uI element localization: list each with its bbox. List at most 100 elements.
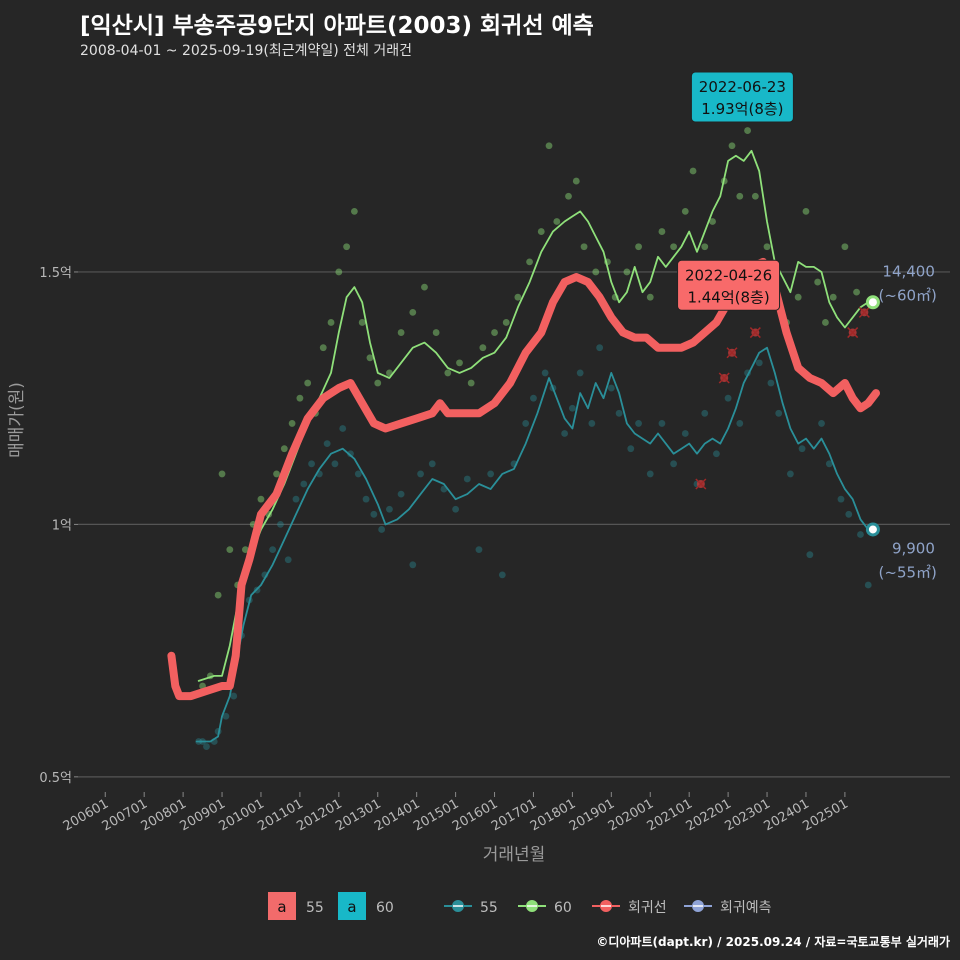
scatter-60-point-6 <box>241 546 249 554</box>
annotation-box-0 <box>690 71 794 123</box>
scatter-60-point-68 <box>841 243 849 251</box>
y-tick-label-1: 1억 <box>52 518 72 533</box>
scatter-55-point-64 <box>786 470 794 478</box>
legend-fill-label-0: 55 <box>306 900 324 916</box>
scatter-55-point-2 <box>203 743 210 750</box>
scatter-55-point-15 <box>300 480 308 488</box>
scatter-55-point-34 <box>475 546 483 554</box>
scatter-55-point-12 <box>277 521 284 528</box>
scatter-55-point-65 <box>798 445 806 453</box>
scatter-60-point-39 <box>553 218 561 225</box>
scatter-55-point-19 <box>331 460 339 468</box>
scatter-55-point-42 <box>561 430 569 437</box>
scatter-55-point-58 <box>724 394 732 402</box>
scatter-60-point-49 <box>658 228 666 235</box>
scatter-55-point-32 <box>452 505 460 513</box>
legend-fill-glyph-0: a <box>277 898 286 916</box>
scatter-60-point-20 <box>350 207 358 215</box>
scatter-60-point-10 <box>273 470 280 478</box>
scatter-60-point-2 <box>214 591 222 599</box>
scatter-60-point-14 <box>304 379 312 387</box>
scatter-55-point-21 <box>347 450 354 458</box>
scatter-55-point-16 <box>308 460 315 468</box>
predict-mark-5 <box>858 306 870 318</box>
scatter-55-point-6 <box>230 692 238 700</box>
annotation-date-1: 2022-04-26 <box>685 266 772 284</box>
scatter-60-point-41 <box>572 177 580 185</box>
scatter-55-point-61 <box>755 359 763 367</box>
scatter-60-point-52 <box>689 167 697 175</box>
scatter-60-point-35 <box>514 293 522 301</box>
scatter-55-point-52 <box>658 420 666 427</box>
footer-credit: ©디아파트(dapt.kr) / 2025.09.24 / 자료=국토교통부 실… <box>596 935 950 949</box>
predict-mark-3 <box>749 327 761 339</box>
x-axis-label: 거래년월 <box>483 845 546 865</box>
scatter-55-point-45 <box>588 420 596 427</box>
scatter-55-point-46 <box>596 344 604 352</box>
scatter-55-point-62 <box>767 379 775 387</box>
scatter-55-point-36 <box>498 571 506 579</box>
scatter-60-point-3 <box>218 470 226 478</box>
scatter-55-point-69 <box>837 495 845 503</box>
scatter-60-point-53 <box>701 243 709 251</box>
scatter-60-point-26 <box>409 308 417 316</box>
scatter-55-point-67 <box>818 420 825 427</box>
scatter-60-point-40 <box>565 192 572 200</box>
scatter-55-point-70 <box>845 510 853 518</box>
scatter-55-point-53 <box>670 460 678 468</box>
series-lines <box>167 149 880 743</box>
scatter-60-point-29 <box>444 369 452 377</box>
scatter-55-point-39 <box>530 394 537 402</box>
scatter-55-point-18 <box>323 440 331 448</box>
scatter-60-point-57 <box>736 192 744 200</box>
scatter-55-point-30 <box>428 460 436 468</box>
predict-mark-0 <box>695 478 707 490</box>
scatter-60-point-17 <box>327 319 335 326</box>
scatter-55-point-28 <box>409 561 417 569</box>
legend: a 55 a 60 55 60 회귀선 회귀예측 <box>268 892 772 920</box>
end-point-s55 <box>865 522 880 537</box>
scatter-60-point-25 <box>397 329 405 336</box>
scatter-55-point-51 <box>646 470 654 478</box>
scatter-60-point-16 <box>319 344 327 352</box>
page-subtitle: 2008-04-01 ~ 2025-09-19(최근계약일) 전체 거래건 <box>80 43 412 59</box>
series-line-s55 <box>195 346 874 743</box>
annotation-value-1: 1.44억(8층) <box>687 288 769 306</box>
scatter-55-point-26 <box>386 505 393 513</box>
annotations: 14,400 (~60㎡) 9,900 (~55㎡) 2022-06-23 1.93억(8… <box>677 71 937 581</box>
scatter-60-point-31 <box>467 379 475 387</box>
scatter-60-point-60 <box>763 243 771 251</box>
end-label-value-s60: 14,400 <box>882 262 935 280</box>
scatter-55-point-63 <box>775 409 783 417</box>
predict-mark-1 <box>718 372 730 384</box>
scatter-60-point-37 <box>537 228 545 235</box>
annotation-box-1 <box>677 259 781 311</box>
legend-line-label-3: 회귀예측 <box>720 900 772 916</box>
end-label-area-s55: (~55㎡) <box>879 563 937 581</box>
scatter-60-point-54 <box>709 218 716 225</box>
scatter-55-point-50 <box>635 420 642 427</box>
scatter-55-point-48 <box>615 409 623 417</box>
scatter-55-point-72 <box>864 581 872 589</box>
scatter-55-point-43 <box>568 404 576 412</box>
scatter-60-point-67 <box>829 293 837 301</box>
scatter-60-point-28 <box>432 329 440 336</box>
scatter-60-point-47 <box>635 243 642 251</box>
annotation-value-0: 1.93억(8층) <box>701 100 783 118</box>
legend-line-label-2: 회귀선 <box>628 900 667 916</box>
annotation-date-0: 2022-06-23 <box>699 78 786 96</box>
scatter-60-point-63 <box>794 293 802 301</box>
predict-mark-2 <box>726 347 738 359</box>
series-line-regression <box>167 257 880 701</box>
scatter-60-point-13 <box>296 394 304 402</box>
x-tick-label-19: 202501 <box>800 796 850 834</box>
scatter-55-point-25 <box>378 526 386 533</box>
legend-fill-swatch-1 <box>338 892 366 920</box>
scatter-60-point-4 <box>226 546 234 554</box>
scatter-55-point-56 <box>701 409 709 417</box>
scatter-60-point-43 <box>592 268 600 276</box>
scatter-55-point-66 <box>806 551 814 559</box>
scatter-60-point-42 <box>580 243 588 251</box>
scatter-55-point-5 <box>222 712 230 720</box>
